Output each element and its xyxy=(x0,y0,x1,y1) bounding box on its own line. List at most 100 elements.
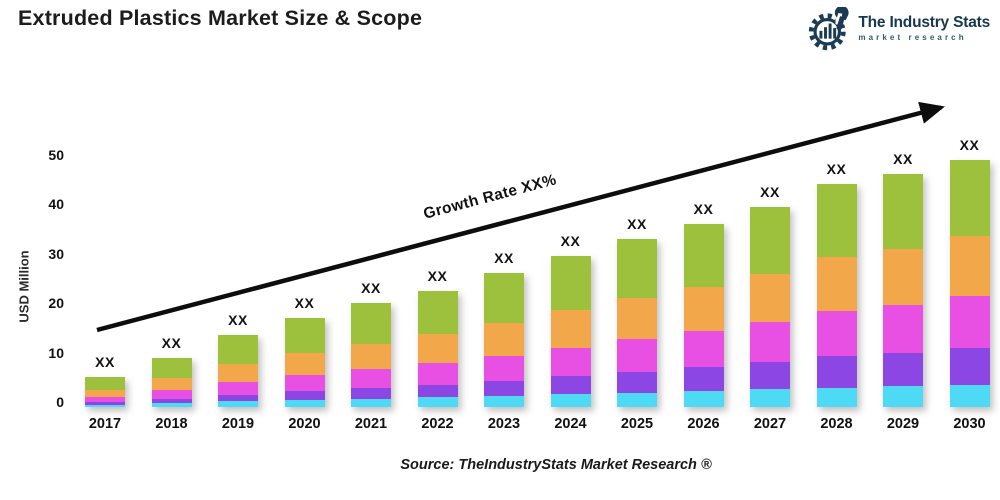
bar-segment-2019-segment-2 xyxy=(218,394,258,402)
growth-rate-annotation: Growth Rate XX% xyxy=(421,171,559,223)
bar-segment-2026-segment-5-top xyxy=(683,223,724,287)
bar-segment-2023-segment-4 xyxy=(484,322,524,356)
bar-segment-2030-segment-5-top xyxy=(949,159,990,237)
bar-segment-2021-segment-2 xyxy=(351,388,391,399)
bar-value-label-2025: XX xyxy=(627,215,647,232)
stacked-bar-2025 xyxy=(617,238,657,407)
bar-segment-2030-segment-2 xyxy=(949,347,990,385)
bar-segment-2023-segment-1-bottom xyxy=(484,395,524,407)
bar-segment-2019-segment-1-bottom xyxy=(218,401,258,407)
x-tick-2025: 2025 xyxy=(620,416,654,432)
brand-wordmark: The Industry Stats market research xyxy=(858,14,990,43)
stacked-bar-2029 xyxy=(883,174,923,407)
page-title: Extruded Plastics Market Size & Scope xyxy=(18,6,423,30)
bar-segment-2021-segment-4 xyxy=(351,343,391,370)
bar-segment-2021-segment-3 xyxy=(351,369,391,389)
bar-segment-2018-segment-3 xyxy=(151,390,192,399)
bar-segment-2020-segment-1-bottom xyxy=(284,399,325,407)
bar-segment-2028-segment-4 xyxy=(816,257,857,311)
stacked-bar-2019 xyxy=(218,335,258,407)
bar-segment-2018-segment-2 xyxy=(151,398,192,404)
x-tick-2029: 2029 xyxy=(886,416,920,432)
y-tick-40: 40 xyxy=(48,196,64,212)
bar-segment-2026-segment-1-bottom xyxy=(683,391,724,407)
bar-segment-2024-segment-4 xyxy=(550,310,591,348)
bar-segment-2029-segment-5-top xyxy=(883,174,923,249)
x-tick-2028: 2028 xyxy=(820,416,853,432)
bar-segment-2018-segment-5-top xyxy=(151,357,192,378)
bar-segment-2027-segment-3 xyxy=(750,322,790,363)
y-tick-50: 50 xyxy=(48,146,64,163)
bar-value-label-2023: XX xyxy=(494,250,514,267)
bar-segment-2024-segment-3 xyxy=(550,347,591,377)
y-tick-20: 20 xyxy=(48,295,64,311)
x-tick-2020: 2020 xyxy=(288,416,321,432)
bar-segment-2023-segment-2 xyxy=(484,380,524,396)
bar-segment-2025-segment-5-top xyxy=(617,238,657,299)
bar-segment-2028-segment-1-bottom xyxy=(816,387,857,407)
bar-segment-2028-segment-2 xyxy=(816,356,857,388)
bar-segment-2026-segment-3 xyxy=(683,331,724,368)
bar-segment-2029-segment-2 xyxy=(883,352,923,387)
brand-name: The Industry Stats xyxy=(858,14,990,32)
bar-segment-2027-segment-4 xyxy=(750,273,790,323)
bar-segment-2030-segment-3 xyxy=(949,295,990,348)
bar-segment-2026-segment-4 xyxy=(683,286,724,332)
bar-segment-2020-segment-4 xyxy=(284,353,325,376)
bar-segment-2022-segment-2 xyxy=(417,384,458,398)
y-tick-10: 10 xyxy=(48,344,64,361)
bar-value-label-2027: XX xyxy=(760,183,780,200)
x-tick-2030: 2030 xyxy=(953,416,986,432)
stacked-bar-2023 xyxy=(484,273,524,407)
stacked-bar-2020 xyxy=(284,317,325,407)
bar-segment-2025-segment-2 xyxy=(617,371,657,393)
bar-segment-2017-segment-5-top xyxy=(85,377,125,390)
stacked-bar-2030 xyxy=(949,159,990,408)
bar-segment-2027-segment-1-bottom xyxy=(750,389,790,407)
bar-segment-2022-segment-4 xyxy=(417,334,458,363)
bar-segment-2017-segment-4 xyxy=(85,389,125,398)
x-tick-2026: 2026 xyxy=(687,416,720,432)
bar-segment-2020-segment-2 xyxy=(284,391,325,400)
source-attribution: Source: TheIndustryStats Market Research… xyxy=(400,457,712,473)
bar-segment-2027-segment-2 xyxy=(750,362,790,390)
bar-segment-2025-segment-4 xyxy=(617,298,657,340)
bar-value-label-2029: XX xyxy=(893,151,913,168)
bar-segment-2020-segment-5-top xyxy=(284,317,325,354)
bar-segment-2029-segment-3 xyxy=(883,304,923,353)
bar-segment-2024-segment-2 xyxy=(550,376,591,395)
bar-segment-2018-segment-1-bottom xyxy=(151,403,192,407)
bar-segment-2019-segment-5-top xyxy=(218,335,258,364)
bar-segment-2025-segment-3 xyxy=(617,339,657,372)
stacked-bar-2022 xyxy=(417,290,458,407)
x-tick-2021: 2021 xyxy=(354,416,388,432)
y-tick-0: 0 xyxy=(56,394,64,410)
stacked-bar-2021 xyxy=(351,303,391,407)
stacked-bar-2028 xyxy=(816,184,857,407)
bar-segment-2023-segment-3 xyxy=(484,355,524,381)
brand-logo: The Industry Stats market research xyxy=(808,7,990,51)
bar-value-label-2019: XX xyxy=(228,312,248,329)
bar-segment-2029-segment-1-bottom xyxy=(883,386,923,407)
x-tick-2027: 2027 xyxy=(753,416,787,432)
x-tick-2023: 2023 xyxy=(487,416,521,432)
bar-segment-2022-segment-5-top xyxy=(417,290,458,335)
bar-segment-2017-segment-1-bottom xyxy=(85,404,125,407)
x-tick-2018: 2018 xyxy=(155,416,188,432)
bar-segment-2024-segment-5-top xyxy=(550,256,591,311)
bar-segment-2030-segment-1-bottom xyxy=(949,384,990,407)
bar-segment-2027-segment-5-top xyxy=(750,206,790,274)
stacked-bar-2018 xyxy=(151,357,192,408)
x-tick-2022: 2022 xyxy=(421,416,454,432)
bar-value-label-2024: XX xyxy=(560,233,581,250)
bar-value-label-2018: XX xyxy=(161,334,182,351)
stacked-bar-2027 xyxy=(750,206,790,407)
bar-segment-2023-segment-5-top xyxy=(484,273,524,323)
gear-wrench-chart-icon xyxy=(809,7,853,51)
stacked-bar-2017 xyxy=(85,377,125,407)
stacked-bar-2026 xyxy=(683,223,724,407)
x-tick-2019: 2019 xyxy=(221,416,255,432)
stacked-bar-2024 xyxy=(550,256,591,407)
bar-segment-2017-segment-2 xyxy=(85,402,125,405)
